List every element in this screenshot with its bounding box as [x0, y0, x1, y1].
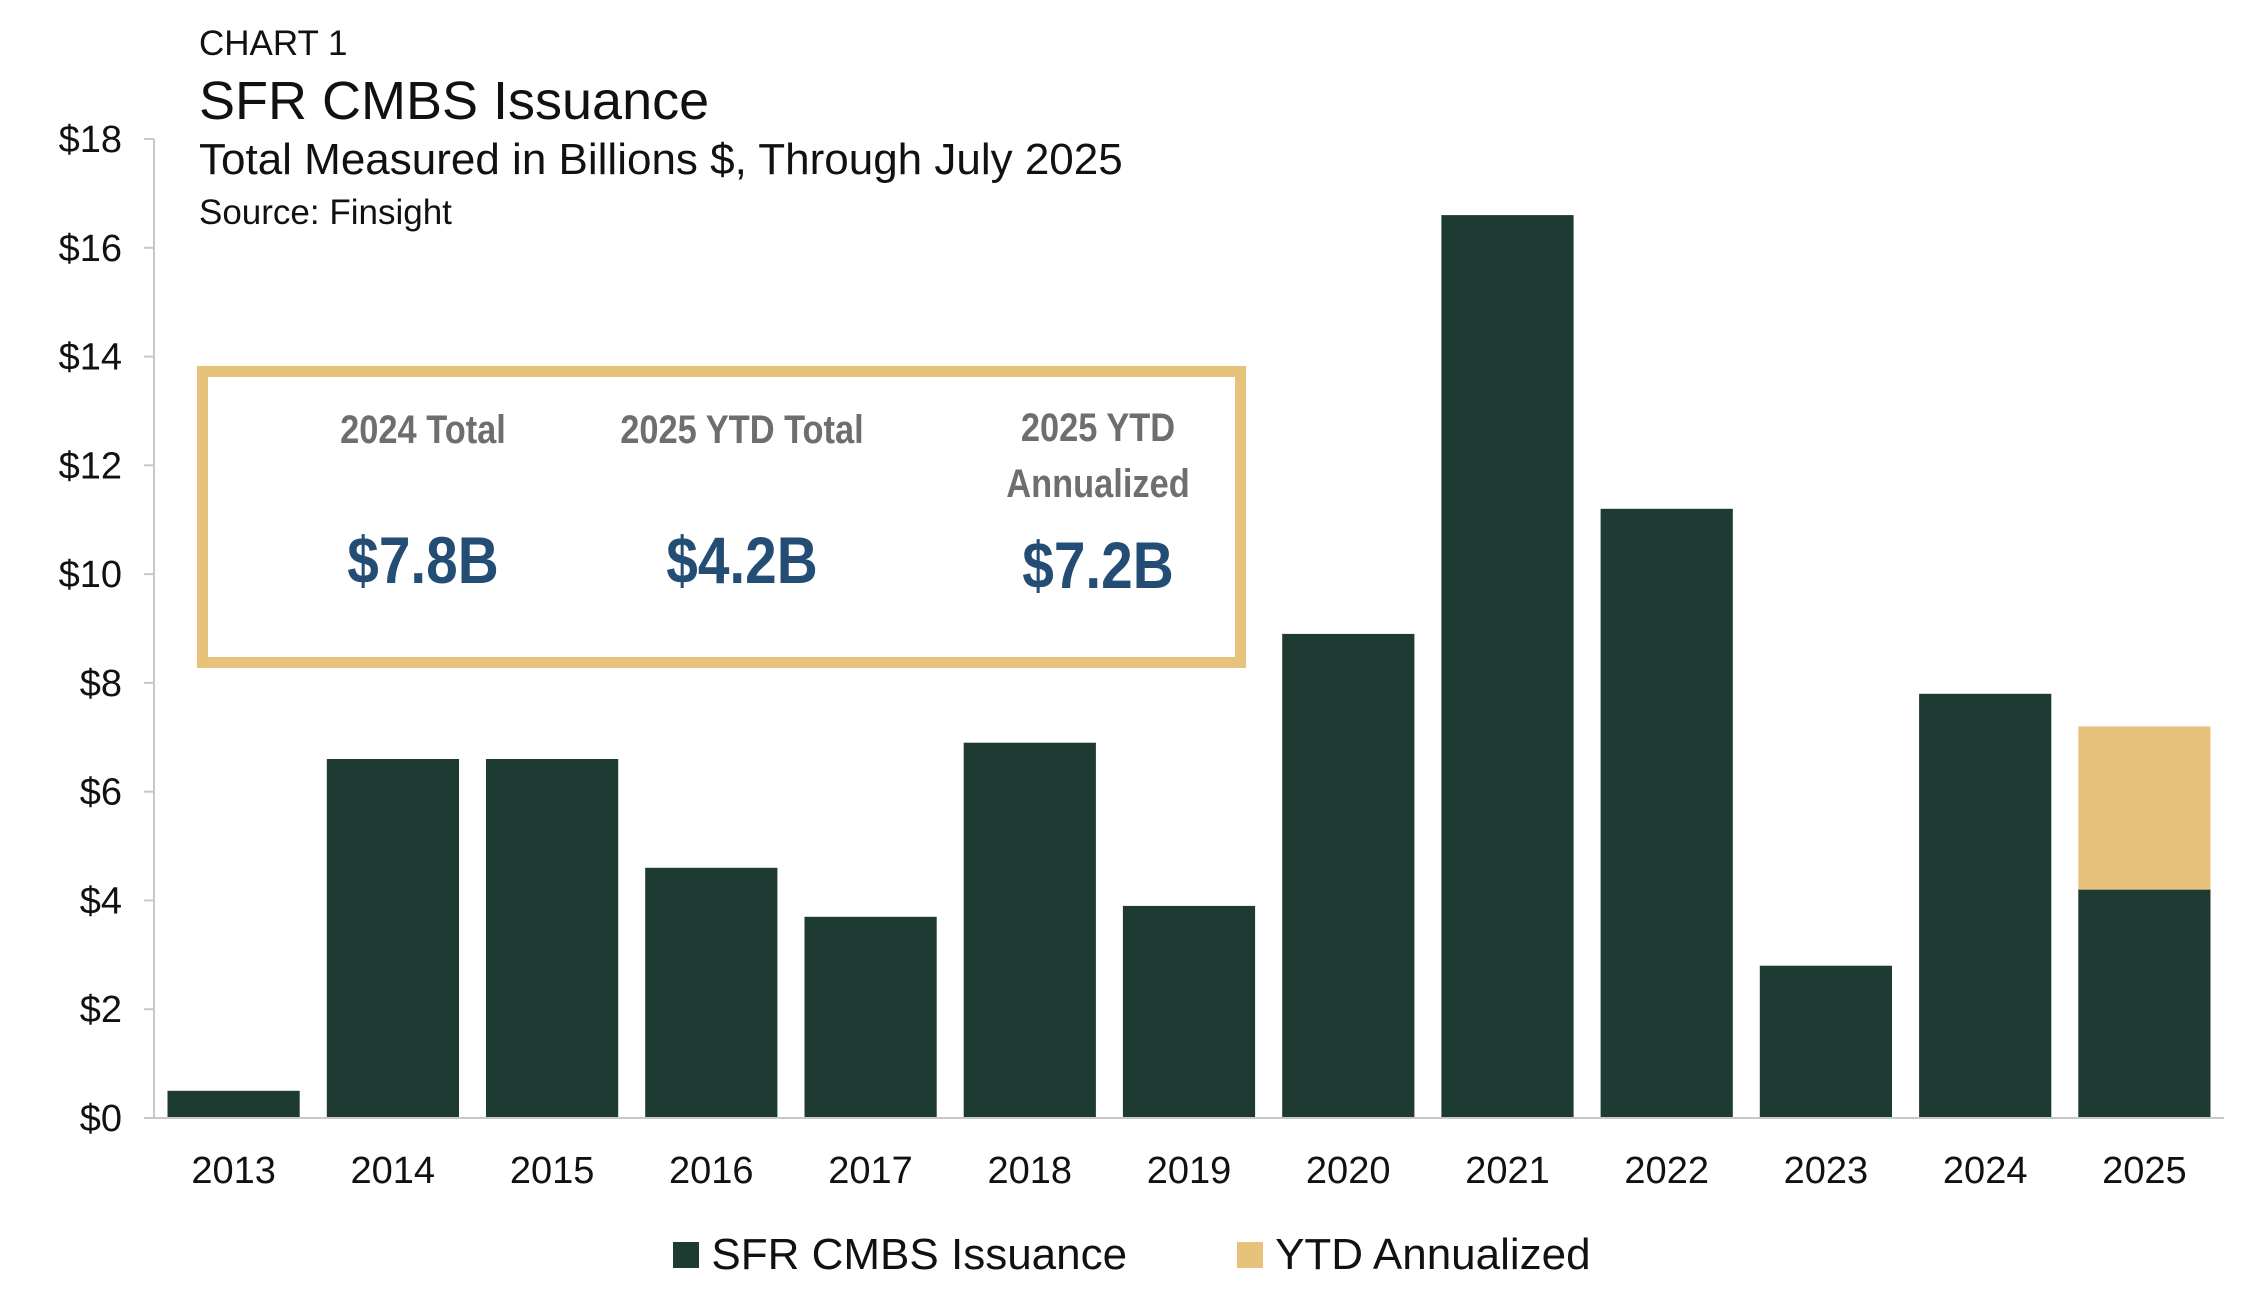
y-tick-label: $8	[80, 663, 122, 705]
legend-label: SFR CMBS Issuance	[711, 1230, 1128, 1279]
y-tick-label: $2	[80, 989, 122, 1031]
bar-sfr-cmbs-issuance-2024	[1919, 693, 2052, 1118]
y-tick-label: $0	[80, 1098, 122, 1140]
bar-sfr-cmbs-issuance-2013	[167, 1090, 300, 1118]
legend-swatch	[673, 1242, 700, 1268]
x-tick-label: 2020	[1306, 1150, 1391, 1192]
legend-swatch	[1237, 1242, 1264, 1268]
bar-sfr-cmbs-issuance-2014	[326, 759, 459, 1118]
chart-title: SFR CMBS Issuance	[199, 71, 710, 131]
callout-box: 2024 Total $7.8B 2025 YTD Total $4.2B 20…	[197, 366, 1246, 668]
y-tick-label: $18	[59, 119, 122, 161]
bar-sfr-cmbs-issuance-2023	[1759, 965, 1892, 1118]
callout-value: $7.2B	[1022, 528, 1174, 602]
y-tick-label: $6	[80, 772, 122, 814]
x-tick-label: 2017	[828, 1150, 913, 1192]
x-tick-label: 2013	[191, 1150, 276, 1192]
chart-subtitle: Total Measured in Billions $, Through Ju…	[199, 135, 1123, 184]
bar-sfr-cmbs-issuance-2019	[1122, 905, 1256, 1118]
callout-value: $7.8B	[347, 523, 499, 597]
bar-sfr-cmbs-issuance-2017	[804, 916, 937, 1118]
bar-sfr-cmbs-issuance-2018	[963, 742, 1096, 1118]
x-tick-label: 2025	[2102, 1150, 2187, 1192]
x-tick-label: 2019	[1147, 1150, 1232, 1192]
legend-label: YTD Annualized	[1275, 1230, 1591, 1279]
bar-sfr-cmbs-issuance-2016	[645, 867, 778, 1118]
chart-source: Source: Finsight	[199, 193, 452, 232]
x-tick-label: 2023	[1784, 1150, 1869, 1192]
y-tick-label: $16	[59, 228, 122, 270]
bar-sfr-cmbs-issuance-2025	[2078, 889, 2211, 1118]
x-tick-label: 2015	[510, 1150, 595, 1192]
callout-label: 2024 Total	[340, 408, 506, 452]
legend-item-sfr-cmbs-issuance: SFR CMBS Issuance	[673, 1230, 1127, 1280]
y-tick-label: $10	[59, 554, 122, 596]
bar-sfr-cmbs-issuance-2022	[1600, 508, 1733, 1118]
x-tick-label: 2021	[1465, 1150, 1550, 1192]
callout-label: 2025 YTD Total	[620, 408, 864, 452]
legend: SFR CMBS Issuance YTD Annualized	[0, 1230, 2264, 1280]
y-tick-label: $12	[59, 445, 122, 487]
legend-item-ytd-annualized: YTD Annualized	[1237, 1230, 1591, 1280]
x-tick-label: 2018	[988, 1150, 1073, 1192]
callout-label: Annualized	[1006, 462, 1190, 506]
bar-ytd-annualized-2025	[2078, 726, 2211, 890]
bar-sfr-cmbs-issuance-2015	[486, 759, 619, 1118]
callout-label: 2025 YTD	[1020, 406, 1176, 450]
callout-value: $4.2B	[666, 523, 818, 597]
chart-label: CHART 1	[199, 24, 348, 63]
x-tick-label: 2016	[669, 1150, 754, 1192]
x-tick-label: 2014	[351, 1150, 436, 1192]
y-tick-label: $14	[59, 337, 122, 379]
bar-sfr-cmbs-issuance-2020	[1282, 633, 1415, 1118]
bars-layer	[167, 215, 2211, 1119]
x-tick-label: 2022	[1624, 1150, 1709, 1192]
axes-layer: 2013 2014 2015 2016 2017 2018 2019 2020 2021 2022…	[59, 119, 2224, 1192]
bar-sfr-cmbs-issuance-2021	[1441, 215, 1574, 1119]
x-tick-label: 2024	[1943, 1150, 2028, 1192]
y-tick-label: $4	[80, 880, 122, 922]
